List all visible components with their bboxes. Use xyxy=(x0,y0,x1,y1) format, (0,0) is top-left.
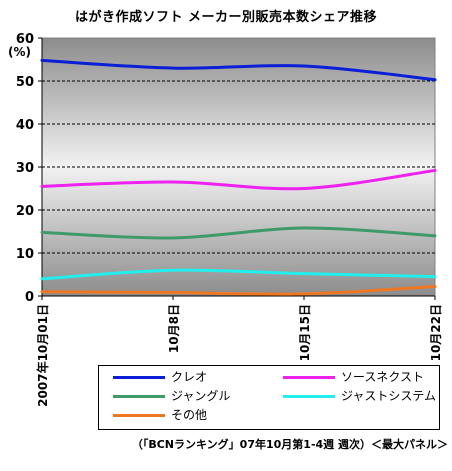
legend-swatch xyxy=(283,376,335,379)
legend-swatch xyxy=(113,376,165,379)
series-line xyxy=(40,285,437,296)
legend-swatch xyxy=(283,395,335,398)
legend-label: ソースネクスト xyxy=(341,370,425,384)
x-tick-label: 10月15日 xyxy=(298,304,312,361)
x-tick-label: 10月22日 xyxy=(429,304,443,361)
y-tick-label: 10 xyxy=(16,247,34,262)
legend-swatch xyxy=(113,395,165,398)
source-note: （「BCNランキング」07年10月第1-4週 週次）＜最大パネル＞ xyxy=(131,438,448,451)
series-line xyxy=(40,268,437,281)
y-tick-label: 30 xyxy=(16,161,34,176)
y-tick-label: 60 xyxy=(16,32,34,47)
y-tick-label: 0 xyxy=(25,290,34,305)
y-tick-label: 40 xyxy=(16,118,34,133)
legend-swatch xyxy=(113,414,165,417)
legend-label: クレオ xyxy=(171,370,208,384)
series-line xyxy=(40,168,437,191)
y-axis-label: (%) xyxy=(8,45,31,59)
y-tick-label: 50 xyxy=(16,75,34,90)
legend: クレオ ソースネクストジャングル ジャストシステムその他 xyxy=(98,365,440,430)
series-line xyxy=(40,58,437,82)
legend-label: その他 xyxy=(171,408,208,422)
y-tick-label: 20 xyxy=(16,204,34,219)
x-tick-label: 2007年10月01日 xyxy=(35,304,50,407)
series-line xyxy=(40,226,437,240)
legend-label: ジャストシステム xyxy=(341,389,437,403)
legend-label: ジャングル xyxy=(171,389,231,403)
x-tick-label: 10月8日 xyxy=(167,304,181,353)
chart-title: はがき作成ソフト メーカー別販売本数シェア推移 xyxy=(74,10,378,25)
